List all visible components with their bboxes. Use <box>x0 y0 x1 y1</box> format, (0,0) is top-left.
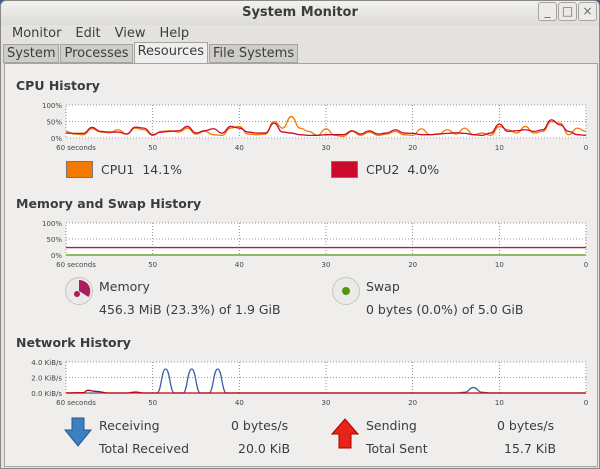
tab-file-systems[interactable]: File Systems <box>208 44 299 63</box>
menu-monitor[interactable]: Monitor <box>12 26 62 41</box>
cpu-history-heading: CPU History <box>16 78 100 93</box>
cpu-x-tick-label: 50 <box>148 144 157 152</box>
cpu1-value: 14.1% <box>142 162 183 177</box>
receiving-arrow-icon[interactable] <box>64 416 94 448</box>
total-sent-value: 15.7 KiB <box>504 441 557 456</box>
memory-history-heading: Memory and Swap History <box>16 196 202 211</box>
network-series-receiving <box>66 368 586 394</box>
network-x-tick-label: 0 <box>584 399 588 407</box>
memory-x-tick-label: 60 seconds <box>56 261 96 269</box>
swap-label: Swap <box>366 279 400 294</box>
minimize-button[interactable]: _ <box>538 2 557 21</box>
sending-label: Sending <box>366 418 417 433</box>
memory-x-tick-label: 40 <box>235 261 244 269</box>
total-received-label: Total Received <box>99 441 190 456</box>
sending-value: 0 bytes/s <box>497 418 555 433</box>
cpu-x-tick-label: 60 seconds <box>56 144 96 152</box>
cpu-series-cpu1 <box>65 115 587 138</box>
total-received-value: 20.0 KiB <box>238 441 291 456</box>
network-y-tick-label: 2.0 KiB/s <box>31 375 62 383</box>
cpu-y-tick-label: 0% <box>51 135 62 143</box>
memory-x-tick-label: 50 <box>148 261 157 269</box>
network-x-tick-label: 20 <box>408 399 417 407</box>
window-title: System Monitor <box>242 5 358 20</box>
tab-bar: System Processes Resources File Systems <box>3 42 299 63</box>
sending-arrow-icon[interactable] <box>331 418 361 450</box>
close-button[interactable]: × <box>578 2 597 21</box>
cpu1-name: CPU1 <box>101 162 135 177</box>
tab-processes[interactable]: Processes <box>60 44 133 63</box>
cpu2-value: 4.0% <box>407 162 440 177</box>
network-y-tick-label: 4.0 KiB/s <box>31 359 62 367</box>
cpu-y-tick-label: 50% <box>46 119 62 127</box>
network-x-tick-label: 60 seconds <box>56 399 96 407</box>
memory-y-tick-label: 100% <box>42 220 62 228</box>
resources-panel: 100% 50% 0% 60 seconds 50 40 30 20 10 0 100% 50% 0% 6… <box>4 63 598 467</box>
menu-bar: Monitor Edit View Help <box>5 25 196 43</box>
network-x-tick-label: 40 <box>235 399 244 407</box>
cpu-series-cpu2 <box>65 119 587 137</box>
memory-x-tick-label: 30 <box>322 261 331 269</box>
cpu2-color-swatch[interactable] <box>331 161 358 178</box>
swap-value: 0 bytes (0.0%) of 5.0 GiB <box>366 302 524 317</box>
network-series-sending <box>65 389 586 394</box>
cpu-y-tick-label: 100% <box>42 102 62 110</box>
maximize-button[interactable]: □ <box>558 2 577 21</box>
network-history-heading: Network History <box>16 335 131 350</box>
cpu1-label: CPU1 14.1% <box>101 162 182 177</box>
memory-label: Memory <box>99 279 150 294</box>
cpu2-name: CPU2 <box>366 162 400 177</box>
cpu2-label: CPU2 4.0% <box>366 162 439 177</box>
network-x-tick-label: 50 <box>148 399 157 407</box>
cpu-x-tick-label: 30 <box>322 144 331 152</box>
cpu-x-tick-label: 0 <box>584 144 588 152</box>
memory-x-tick-label: 10 <box>495 261 504 269</box>
memory-pie-icon[interactable] <box>64 276 94 306</box>
cpu1-color-swatch[interactable] <box>66 161 93 178</box>
memory-x-tick-label: 20 <box>408 261 417 269</box>
memory-y-tick-label: 0% <box>51 252 62 260</box>
memory-y-tick-label: 50% <box>46 236 62 244</box>
cpu-x-tick-label: 10 <box>495 144 504 152</box>
receiving-label: Receiving <box>99 418 160 433</box>
graphs: 100%50%0%60 seconds 50 40 30 20 10 0100%50%0%6… <box>31 102 588 407</box>
network-y-tick-label: 0.0 KiB/s <box>31 390 62 398</box>
network-x-tick-label: 10 <box>495 399 504 407</box>
memory-value: 456.3 MiB (23.3%) of 1.9 GiB <box>99 302 281 317</box>
network-x-tick-label: 30 <box>322 399 331 407</box>
menu-view[interactable]: View <box>114 26 146 41</box>
receiving-value: 0 bytes/s <box>231 418 289 433</box>
title-bar: System Monitor <box>1 1 599 25</box>
tab-resources[interactable]: Resources <box>133 42 208 63</box>
menu-edit[interactable]: Edit <box>75 26 101 41</box>
swap-pie-icon[interactable] <box>331 276 361 306</box>
cpu-x-tick-label: 20 <box>408 144 417 152</box>
memory-x-tick-label: 0 <box>584 261 588 269</box>
tab-system[interactable]: System <box>3 44 60 63</box>
menu-help[interactable]: Help <box>159 26 190 41</box>
cpu-x-tick-label: 40 <box>235 144 244 152</box>
total-sent-label: Total Sent <box>366 441 428 456</box>
